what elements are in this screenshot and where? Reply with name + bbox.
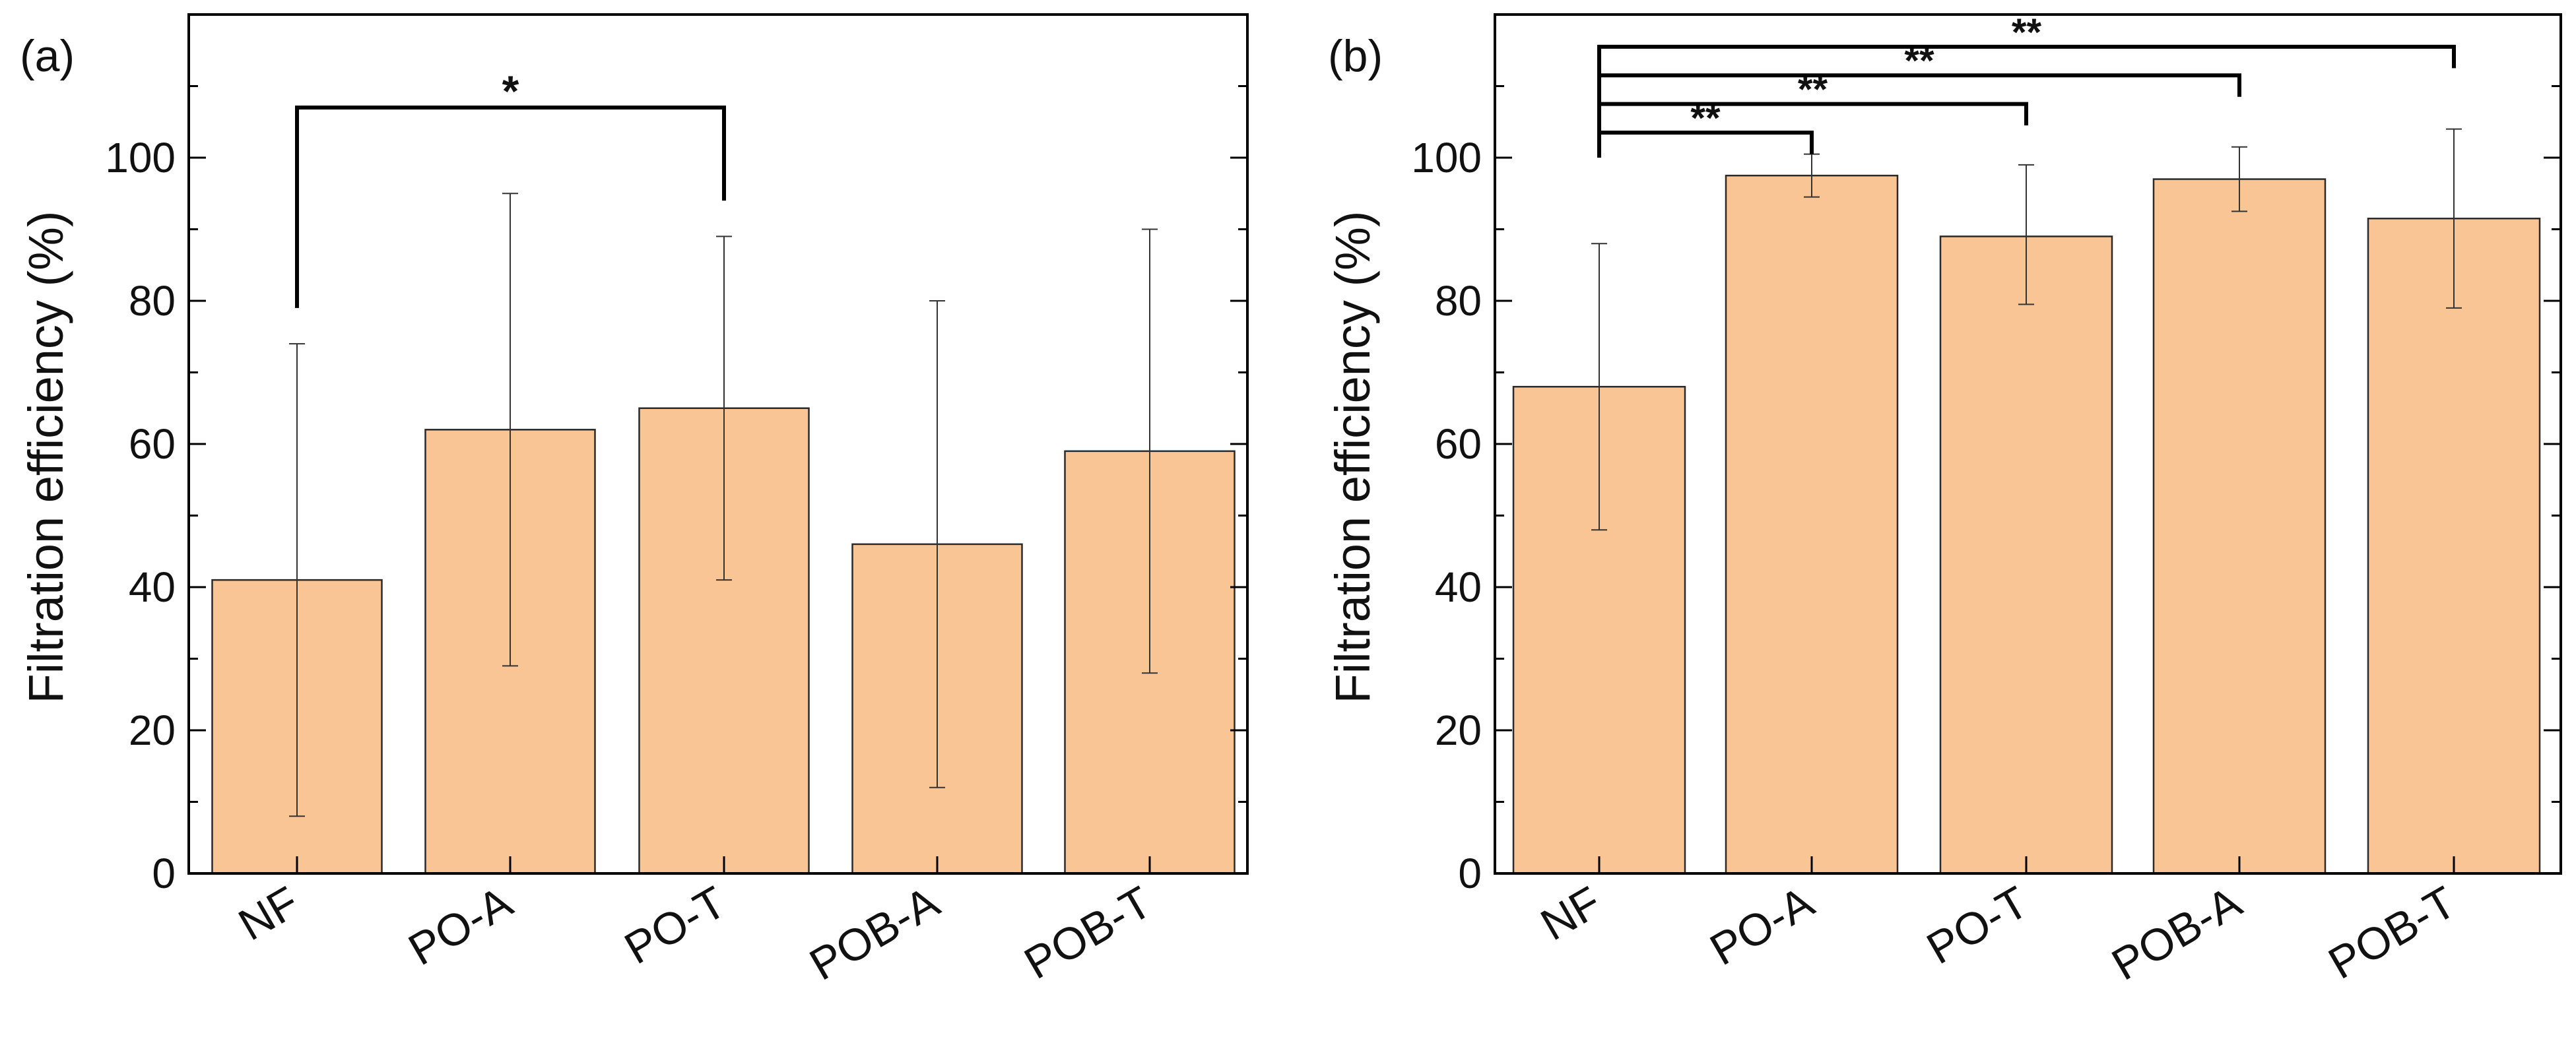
x-tick-label-nf: NF: [230, 877, 308, 950]
error-bar-pob-t: [1142, 228, 1158, 674]
significance-bracket-line: [295, 106, 726, 308]
y-axis-title: Filtration efficiency (%): [18, 210, 73, 703]
chart-panel-b: 0 20 40 60 80 100 NF PO-A PO-T POB-A POB-T Filtrati…: [1325, 11, 2562, 990]
y-tick-label-80: 80: [129, 277, 176, 325]
error-bar-nf: [289, 343, 305, 817]
error-bar-po-a: [502, 193, 518, 667]
bar-pob-t: [2367, 217, 2541, 875]
error-bar-po-t: [2018, 164, 2034, 305]
y-tick-label-60: 60: [1435, 420, 1482, 468]
y-tick-label-20: 20: [1435, 707, 1482, 754]
y-axis-title: Filtration efficiency (%): [1325, 210, 1380, 703]
y-tick-label-40: 40: [129, 563, 176, 611]
error-bar-po-t: [716, 236, 732, 581]
x-tick-label-pob-t: POB-T: [2321, 877, 2464, 989]
significance-label: **: [2012, 11, 2042, 54]
significance-bracket-nf-po-a: **: [1597, 97, 1814, 158]
x-tick-label-po-a: PO-A: [1702, 877, 1823, 975]
chart-panel-a: 0 20 40 60 80 100 NF PO-A PO-T POB-A POB-T Filtrati…: [18, 13, 1249, 990]
x-tick-label-po-a: PO-A: [401, 877, 521, 975]
y-tick-label-100: 100: [105, 134, 176, 181]
bar-pob-a: [2152, 178, 2327, 875]
x-tick-label-pob-a: POB-A: [2103, 877, 2250, 990]
y-tick-label-40: 40: [1435, 563, 1482, 611]
x-tick-label-pob-t: POB-T: [1016, 877, 1160, 989]
x-tick-label-po-t: PO-T: [1919, 877, 2037, 974]
error-bar-pob-t: [2446, 128, 2462, 309]
y-tick-label-0: 0: [1458, 850, 1482, 897]
y-tick-label-100: 100: [1411, 134, 1482, 181]
significance-bracket-nf-pob-t: **: [1597, 11, 2456, 158]
y-tick-label-20: 20: [129, 707, 176, 754]
significance-bracket-line: [1597, 44, 2456, 158]
x-tick-label-nf: NF: [1533, 877, 1610, 950]
bar-po-a: [1725, 174, 1899, 875]
significance-bracket-nf-po-t: *: [295, 67, 726, 308]
y-tick-label-80: 80: [1435, 277, 1482, 325]
significance-label: *: [502, 67, 519, 115]
y-tick-label-0: 0: [152, 850, 176, 897]
error-bar-pob-a: [2231, 146, 2247, 212]
x-tick-label-po-t: PO-T: [616, 877, 735, 974]
error-bar-pob-a: [929, 300, 945, 788]
panel-label: (a): [20, 31, 75, 81]
panel-label: (b): [1328, 31, 1383, 81]
error-bar-nf: [1591, 243, 1607, 531]
x-tick-label-pob-a: POB-A: [801, 877, 948, 990]
bar-po-t: [1939, 236, 2113, 875]
y-tick-label-60: 60: [129, 420, 176, 468]
